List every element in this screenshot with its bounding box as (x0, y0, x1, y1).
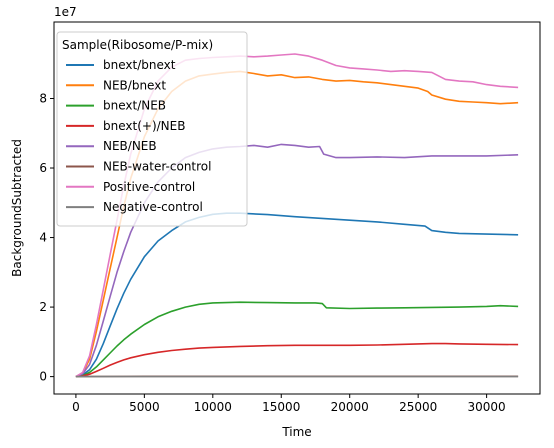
series-layer (75, 53, 519, 378)
x-tick-label-0: 0 (72, 400, 80, 414)
legend-label-7: Negative-control (103, 200, 203, 214)
x-tick-label-5: 25000 (399, 400, 437, 414)
legend-label-1: NEB/bnext (103, 78, 166, 92)
x-axis: 0 5000 10000 15000 20000 25000 30000 (72, 394, 506, 414)
x-tick-label-1: 5000 (129, 400, 160, 414)
y-tick-label-0: 0 (39, 370, 47, 384)
x-tick-label-6: 30000 (468, 400, 506, 414)
x-tick-label-2: 10000 (194, 400, 232, 414)
legend-label-0: bnext/bnext (103, 58, 176, 72)
legend: Sample(Ribosome/P-mix) bnext/bnext NEB/bn… (56, 31, 248, 227)
series-line-1 (75, 70, 519, 378)
legend-label-5: NEB-water-control (103, 160, 211, 174)
series-line-3 (75, 342, 519, 378)
legend-label-2: bnext/NEB (103, 99, 166, 113)
legend-label-4: NEB/NEB (103, 139, 157, 153)
x-axis-label: Time (281, 425, 311, 439)
legend-items: bnext/bnext NEB/bnext bnext/NEB bnext(+)/NE… (66, 58, 211, 214)
plot-frame (53, 21, 541, 395)
x-tick-label-3: 15000 (262, 400, 300, 414)
y-axis: 0 2 4 6 8 (39, 91, 54, 384)
y-tick-label-2: 4 (39, 231, 47, 245)
legend-label-3: bnext(+)/NEB (103, 119, 185, 133)
legend-title: Sample(Ribosome/P-mix) (62, 38, 213, 52)
legend-box (56, 31, 248, 227)
series-line-2 (75, 301, 519, 378)
y-offset-text: 1e7 (54, 5, 77, 19)
y-tick-label-4: 8 (39, 91, 47, 105)
y-tick-label-3: 6 (39, 161, 47, 175)
y-tick-label-1: 2 (39, 300, 47, 314)
y-axis-label: BackgroundSubtracted (10, 139, 24, 277)
legend-label-6: Positive-control (103, 180, 195, 194)
x-tick-label-4: 20000 (331, 400, 369, 414)
